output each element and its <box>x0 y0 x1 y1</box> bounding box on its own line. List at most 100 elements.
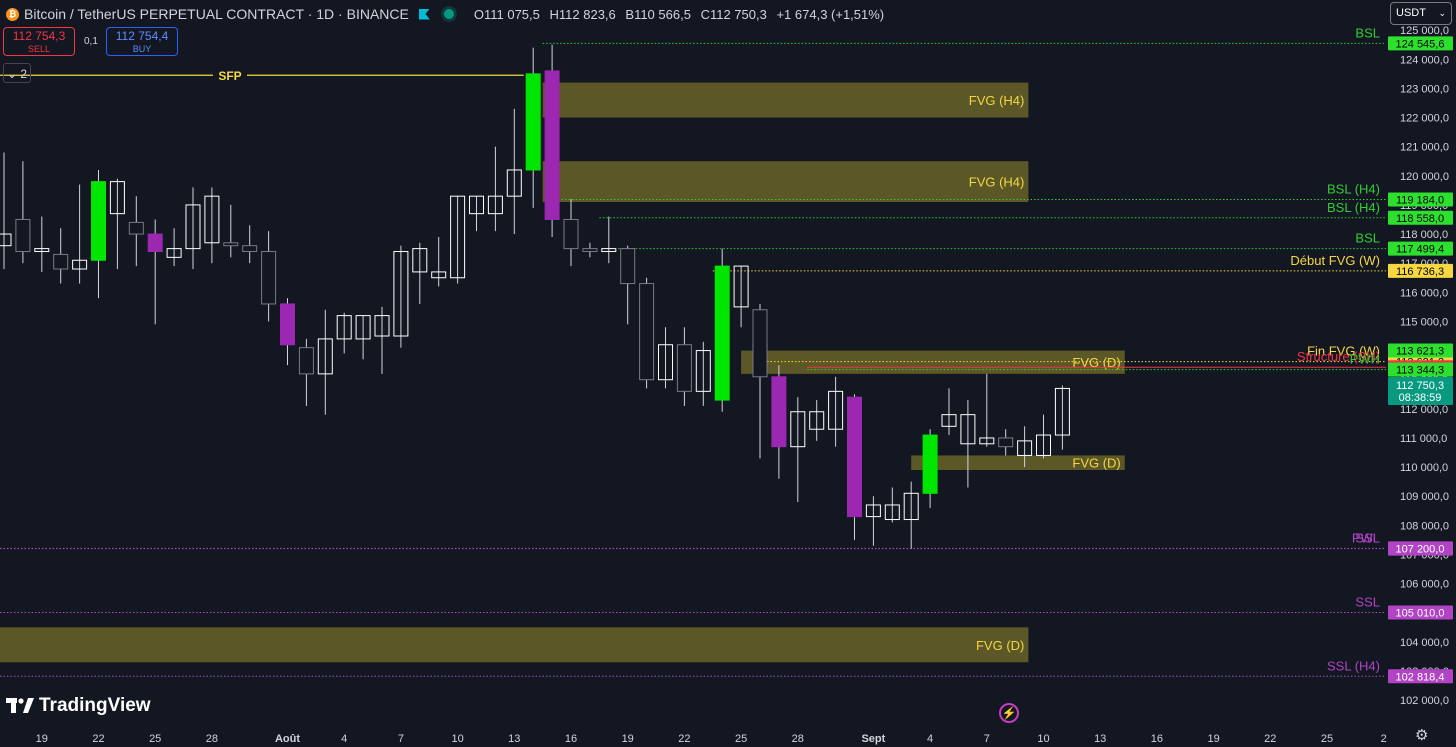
level-label: SSL (H4) <box>1327 658 1380 673</box>
candle-body <box>15 218 31 253</box>
x-tick-label: 4 <box>341 733 347 745</box>
candle-body <box>620 248 636 285</box>
candle-body <box>884 504 900 521</box>
level-label: SSL <box>1355 530 1380 545</box>
candle-body <box>771 376 787 448</box>
price-tag: 113 344,3 <box>1396 365 1444 377</box>
candle-body <box>53 253 69 270</box>
price-tag: 107 200,0 <box>1396 544 1445 556</box>
x-tick-label: 13 <box>508 733 520 745</box>
fvg-zone <box>911 455 1125 471</box>
x-tick-label: 28 <box>206 733 218 745</box>
candle-body <box>960 414 976 445</box>
price-tag: 102 818,4 <box>1396 671 1445 683</box>
candle-body <box>412 248 428 273</box>
y-tick-label: 112 000,0 <box>1400 404 1448 416</box>
alert-icon[interactable]: ⚡ <box>999 703 1019 723</box>
flag-icon[interactable] <box>418 8 430 20</box>
level-label: PWH <box>1350 352 1380 367</box>
fvg-label: FVG (D) <box>1072 456 1120 471</box>
candle-body <box>450 195 466 279</box>
candle-body <box>563 218 579 250</box>
price-tag-bg <box>1388 669 1453 684</box>
countdown-label: 08:38:59 <box>1399 392 1442 404</box>
y-tick-label: 108 000,0 <box>1400 520 1449 532</box>
bitcoin-icon: ₿ <box>6 7 19 21</box>
candle-body <box>109 181 125 215</box>
price-tag-bg <box>1388 192 1453 207</box>
candle-body <box>733 265 749 308</box>
y-tick-label: 121 000,0 <box>1400 142 1449 154</box>
price-tag: 116 736,3 <box>1396 266 1444 278</box>
current-price-label: 112 750,3 <box>1396 380 1444 392</box>
x-tick-label: 10 <box>1037 733 1049 745</box>
candle-body <box>506 169 522 197</box>
sfp-label-bg <box>213 68 247 83</box>
fvg-label: FVG (H4) <box>969 175 1025 190</box>
y-tick-label: 125 000,0 <box>1400 25 1449 37</box>
y-tick-label: 124 000,0 <box>1400 54 1449 66</box>
level-label: BSL <box>1355 25 1380 40</box>
collapse-indicators-button[interactable]: ⌄ 2 <box>3 63 31 83</box>
x-tick-label: 22 <box>1264 733 1276 745</box>
x-tick-label: 22 <box>678 733 690 745</box>
chevron-down-icon: ⌄ <box>6 67 18 81</box>
x-tick-label: 19 <box>36 733 48 745</box>
candle-body <box>658 344 673 381</box>
x-tick-label: 19 <box>622 733 634 745</box>
buy-button[interactable]: 112 754,4 BUY <box>106 27 178 56</box>
sell-button[interactable]: 112 754,3 SELL <box>3 27 75 56</box>
candle-body <box>1036 434 1051 456</box>
candle-body <box>790 411 806 448</box>
x-tick-label: 7 <box>984 733 990 745</box>
candle-body <box>941 414 957 427</box>
y-tick-label: 118 000,0 <box>1400 229 1448 241</box>
level-label: Fin FVG (W) <box>1307 344 1380 359</box>
x-tick-label: 19 <box>1207 733 1219 745</box>
candle-body <box>298 347 314 375</box>
candle-body <box>714 265 730 401</box>
candle-body <box>676 344 692 392</box>
price-tag: 118 558,0 <box>1396 213 1444 225</box>
candle-body <box>393 251 409 337</box>
gear-icon[interactable]: ⚙ <box>1415 727 1429 744</box>
candle-body <box>525 73 541 171</box>
candle-body <box>0 233 12 247</box>
candle-body <box>865 504 881 518</box>
tradingview-icon <box>6 698 34 713</box>
buy-label: BUY <box>132 44 152 54</box>
symbol-title[interactable]: Bitcoin / TetherUS PERPETUAL CONTRACT · … <box>24 6 409 22</box>
candle-body <box>72 259 88 270</box>
x-tick-label: Août <box>275 733 300 745</box>
y-tick-label: 115 000,0 <box>1400 316 1448 328</box>
x-tick-label: 25 <box>1321 733 1333 745</box>
candle-body <box>185 204 201 250</box>
candle-body <box>317 338 333 375</box>
y-tick-label: 106 000,0 <box>1400 579 1449 591</box>
market-status-icon[interactable] <box>443 9 454 19</box>
x-tick-label: 10 <box>451 733 463 745</box>
candle-body <box>1017 440 1033 456</box>
level-label: BSL <box>1355 231 1380 246</box>
price-tag: 119 184,0 <box>1396 195 1444 207</box>
y-tick-label: 110 000,0 <box>1400 462 1448 474</box>
sfp-label: SFP <box>218 69 241 83</box>
candle-body <box>34 248 50 253</box>
fvg-label: FVG (D) <box>1072 355 1120 370</box>
currency-select[interactable]: USDT ⌄ <box>1390 2 1452 25</box>
candle-body <box>922 434 938 494</box>
candle-body <box>374 315 390 337</box>
tradingview-logo[interactable]: TradingView <box>6 695 151 717</box>
price-tag: 124 545,6 <box>1396 38 1445 50</box>
candle-body <box>903 492 919 521</box>
sell-label: SELL <box>27 44 51 54</box>
fvg-label: FVG (D) <box>976 638 1024 653</box>
price-tag-bg <box>1388 36 1453 51</box>
price-tag-bg <box>1388 241 1453 256</box>
candle-body <box>128 221 144 235</box>
x-tick-label: 13 <box>1094 733 1106 745</box>
x-tick-label: Sept <box>861 733 885 745</box>
y-tick-label: 123 000,0 <box>1400 83 1449 95</box>
candle-body <box>166 248 182 258</box>
